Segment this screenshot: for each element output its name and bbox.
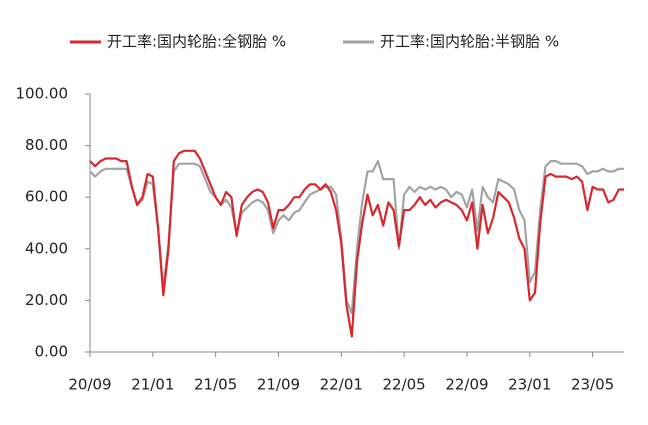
x-tick-label: 21/05	[194, 376, 237, 394]
legend-label: 开工率:国内轮胎:全钢胎 %	[107, 33, 286, 51]
y-tick-label: 100.00	[16, 85, 69, 103]
y-tick-label: 80.00	[25, 136, 68, 154]
y-tick-label: 0.00	[35, 343, 68, 361]
y-tick-label: 40.00	[25, 239, 68, 257]
series-line	[89, 160, 624, 315]
x-tick-label: 23/01	[508, 376, 551, 394]
x-tick-label: 20/09	[68, 376, 111, 394]
y-tick-label: 20.00	[25, 291, 68, 309]
x-tick-label: 22/05	[383, 376, 426, 394]
x-tick-label: 21/01	[131, 376, 174, 394]
x-tick-label: 22/01	[320, 376, 363, 394]
x-tick-label: 23/05	[571, 376, 614, 394]
series-line	[89, 149, 624, 338]
y-tick-label: 60.00	[25, 188, 68, 206]
legend-label: 开工率:国内轮胎:半钢胎 %	[380, 33, 559, 51]
x-tick-label: 22/09	[445, 376, 488, 394]
x-tick-label: 21/09	[257, 376, 300, 394]
